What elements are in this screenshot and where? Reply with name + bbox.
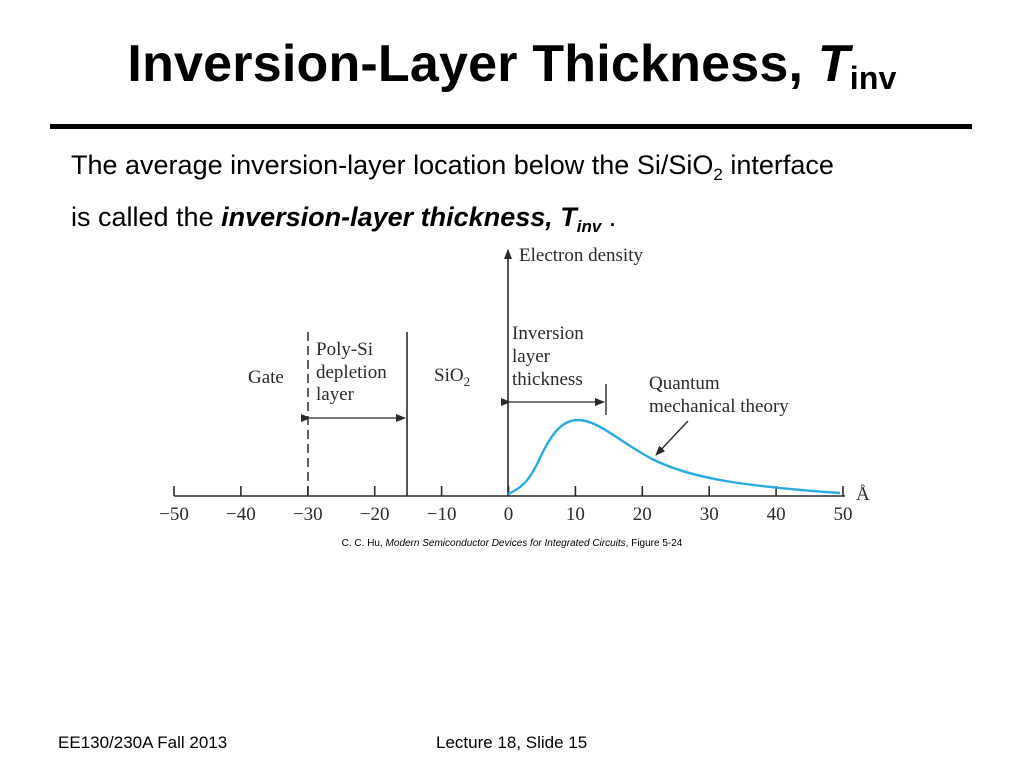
x-axis-unit: Å xyxy=(856,484,870,505)
caption-author: C. C. Hu, xyxy=(341,538,386,549)
caption-figure-ref: , Figure 5-24 xyxy=(625,538,683,549)
title-subscript: inv xyxy=(849,60,897,96)
term-emphasis: inversion-layer thickness, T xyxy=(221,202,577,232)
x-tick-label: −10 xyxy=(427,504,457,525)
body-line-1-end: interface xyxy=(722,150,834,180)
title-main: Inversion-Layer Thickness, xyxy=(127,35,818,93)
curve-label-line-2: mechanical theory xyxy=(649,396,789,417)
sio2-label: SiO2 xyxy=(434,365,470,389)
term-subscript: inv xyxy=(576,217,602,236)
footer-slide-number: Lecture 18, Slide 15 xyxy=(436,733,588,752)
figure-caption: C. C. Hu, Modern Semiconductor Devices f… xyxy=(0,538,1024,549)
inversion-label-line-1: Inversion xyxy=(512,323,584,344)
polysi-label-line-1: Poly-Si xyxy=(316,339,373,360)
inversion-label-line-2: layer xyxy=(512,346,551,367)
x-axis-ticks: −50 −40 −30 −20 −10 0 10 20 30 40 50 xyxy=(159,486,853,525)
body-line-2: is called the inversion-layer thickness,… xyxy=(71,196,971,248)
body-paragraph: The average inversion-layer location bel… xyxy=(71,144,971,248)
x-tick-label: −50 xyxy=(159,504,189,525)
polysi-label-line-2: depletion xyxy=(316,362,387,383)
inversion-label-line-3: thickness xyxy=(512,369,583,390)
footer-course: EE130/230A Fall 2013 xyxy=(58,733,228,752)
body-line-1-text: The average inversion-layer location bel… xyxy=(71,150,714,180)
y-axis-label: Electron density xyxy=(519,245,643,266)
caption-book-title: Modern Semiconductor Devices for Integra… xyxy=(385,538,626,549)
x-tick-label: 20 xyxy=(633,504,652,525)
polysi-label-line-3: layer xyxy=(316,384,355,405)
body-line-2-end: . xyxy=(601,202,617,232)
title-underline xyxy=(50,124,972,129)
x-tick-label: −40 xyxy=(226,504,256,525)
x-tick-label: 10 xyxy=(566,504,585,525)
curve-pointer-arrow xyxy=(655,420,689,456)
x-tick-label: −30 xyxy=(293,504,323,525)
title-variable: T xyxy=(817,35,850,93)
x-tick-label: −20 xyxy=(360,504,390,525)
x-tick-label: 0 xyxy=(504,504,514,525)
curve-label-line-1: Quantum xyxy=(649,373,720,394)
sio2-subscript: 2 xyxy=(713,165,723,184)
body-line-1: The average inversion-layer location bel… xyxy=(71,144,971,196)
body-line-2-text: is called the xyxy=(71,202,222,232)
gate-label: Gate xyxy=(248,367,284,388)
x-tick-label: 50 xyxy=(834,504,853,525)
slide-title: Inversion-Layer Thickness, Tinv xyxy=(0,38,1024,94)
x-tick-label: 40 xyxy=(767,504,786,525)
electron-density-curve xyxy=(507,418,841,496)
x-tick-label: 30 xyxy=(700,504,719,525)
